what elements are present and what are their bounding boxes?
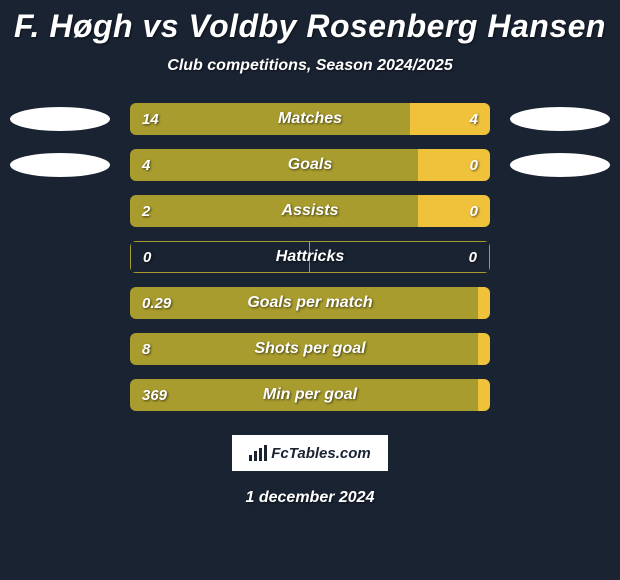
stat-bar-right: 0 <box>418 149 490 181</box>
stat-bar-left: 14 <box>130 103 410 135</box>
stat-row: 14 4 Matches <box>0 103 620 135</box>
stat-label: Hattricks <box>276 248 344 266</box>
player-logo-left <box>10 153 110 177</box>
stat-value-left: 0 <box>143 249 151 266</box>
comparison-subtitle: Club competitions, Season 2024/2025 <box>167 57 452 75</box>
stat-value-right: 0 <box>470 203 478 220</box>
stat-row: 0 0 Hattricks <box>0 241 620 273</box>
stat-bar-left: 2 <box>130 195 418 227</box>
stat-value-left: 14 <box>142 111 159 128</box>
stat-bar: 0 0 Hattricks <box>130 241 490 273</box>
stat-value-left: 2 <box>142 203 150 220</box>
stat-bar: 14 4 Matches <box>130 103 490 135</box>
stat-label: Matches <box>278 110 342 128</box>
stat-bar: 369 Min per goal <box>130 379 490 411</box>
stat-label: Min per goal <box>263 386 357 404</box>
stat-value-left: 8 <box>142 341 150 358</box>
player-logo-right <box>510 107 610 131</box>
stat-bar: 4 0 Goals <box>130 149 490 181</box>
stats-container: 14 4 Matches 4 0 Goals 2 0 Assists 0 0 Hattricks 0.2… <box>0 103 620 411</box>
stat-bar-right <box>478 333 490 365</box>
stat-bar-left: 4 <box>130 149 418 181</box>
stat-bar-right: 4 <box>410 103 490 135</box>
stat-value-right: 4 <box>470 111 478 128</box>
stat-label: Shots per goal <box>254 340 365 358</box>
chart-icon <box>249 445 267 461</box>
stat-row: 8 Shots per goal <box>0 333 620 365</box>
stat-label: Goals per match <box>247 294 372 312</box>
stat-label: Goals <box>288 156 332 174</box>
stat-bar-right: 0 <box>418 195 490 227</box>
stat-bar: 8 Shots per goal <box>130 333 490 365</box>
brand-text: FcTables.com <box>271 445 370 462</box>
stat-row: 369 Min per goal <box>0 379 620 411</box>
stat-value-left: 4 <box>142 157 150 174</box>
stat-value-left: 0.29 <box>142 295 171 312</box>
stat-bar-right <box>478 379 490 411</box>
stat-value-left: 369 <box>142 387 167 404</box>
stat-row: 2 0 Assists <box>0 195 620 227</box>
stat-value-right: 0 <box>469 249 477 266</box>
brand-logo[interactable]: FcTables.com <box>230 433 390 473</box>
stat-bar: 0.29 Goals per match <box>130 287 490 319</box>
player-logo-left <box>10 107 110 131</box>
stat-value-right: 0 <box>470 157 478 174</box>
stat-row: 0.29 Goals per match <box>0 287 620 319</box>
stat-bar-right <box>478 287 490 319</box>
stat-bar: 2 0 Assists <box>130 195 490 227</box>
comparison-date: 1 december 2024 <box>246 489 375 507</box>
comparison-title: F. Høgh vs Voldby Rosenberg Hansen <box>14 8 606 45</box>
player-logo-right <box>510 153 610 177</box>
stat-label: Assists <box>282 202 339 220</box>
stat-row: 4 0 Goals <box>0 149 620 181</box>
